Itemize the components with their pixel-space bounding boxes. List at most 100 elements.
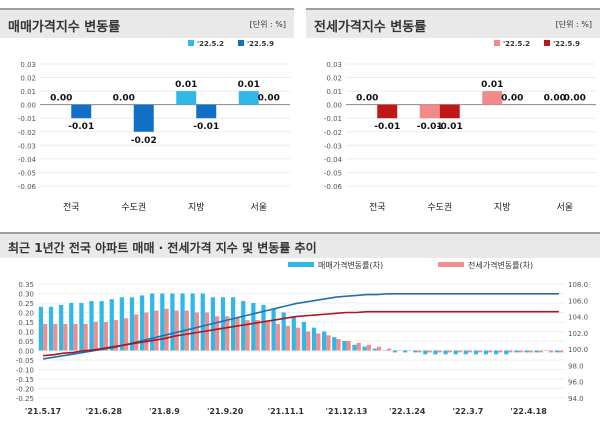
bar xyxy=(103,322,108,351)
bar xyxy=(514,350,519,353)
bar xyxy=(311,327,317,351)
bar xyxy=(255,320,260,351)
bar xyxy=(48,306,54,351)
bar xyxy=(164,308,169,351)
y-left-tick-label: 0.25 xyxy=(18,300,34,308)
legend-swatch xyxy=(494,40,500,46)
y-tick-label: 0.03 xyxy=(326,61,342,69)
bar xyxy=(478,350,483,353)
bar xyxy=(235,318,240,351)
bar xyxy=(372,348,377,351)
bar xyxy=(392,350,398,353)
y-left-tick-label: 0.30 xyxy=(18,291,34,299)
y-left-tick-label: 0.15 xyxy=(18,319,34,327)
y-tick-label: -0.03 xyxy=(324,142,342,150)
category-label: 지방 xyxy=(494,202,511,213)
x-tick-label: '21.11.1 xyxy=(268,407,305,416)
data-label: -0.02 xyxy=(131,136,157,146)
bar xyxy=(93,322,98,351)
data-label: 0.00 xyxy=(564,94,586,104)
bar xyxy=(439,104,460,119)
bar xyxy=(453,350,458,355)
panel-title-jeonse: 전세가격지수 변동률 [단위 : %] xyxy=(306,8,600,38)
bar xyxy=(326,335,331,351)
category-label: 서울 xyxy=(556,202,573,213)
bar xyxy=(265,322,270,351)
section-title-text: 최근 1년간 전국 아파트 매매 · 전세가격 지수 및 변동률 추이 xyxy=(8,241,317,255)
bar xyxy=(53,323,58,351)
bar xyxy=(129,297,135,351)
y-tick-label: -0.02 xyxy=(18,129,36,137)
data-label: 0.00 xyxy=(501,94,523,104)
y-right-tick-label: 98.0 xyxy=(568,362,584,370)
bar xyxy=(261,304,266,351)
y-left-tick-label: -0.05 xyxy=(16,357,34,365)
bar xyxy=(463,350,468,355)
bar xyxy=(427,350,432,353)
bar xyxy=(558,350,564,353)
y-right-tick-label: 96.0 xyxy=(568,379,584,387)
bar xyxy=(366,344,371,351)
bar xyxy=(356,342,361,351)
bar xyxy=(190,293,195,351)
bar xyxy=(133,104,154,132)
data-label: -0.01 xyxy=(437,122,463,132)
category-label: 전국 xyxy=(63,202,80,213)
bar xyxy=(281,312,286,351)
category-label: 전국 xyxy=(369,202,386,213)
bar xyxy=(113,320,119,351)
category-label: 지방 xyxy=(188,202,205,213)
data-label: 0.00 xyxy=(50,94,72,104)
bar xyxy=(71,104,92,119)
bar xyxy=(402,350,408,353)
legend-swatch xyxy=(438,262,464,267)
bar xyxy=(150,293,155,351)
y-right-tick-label: 94.0 xyxy=(568,395,584,403)
bar xyxy=(69,303,74,351)
data-label: 0.00 xyxy=(258,94,280,104)
bar xyxy=(194,312,200,351)
bar xyxy=(447,350,452,353)
legend-label: '22.5.2 xyxy=(503,40,530,48)
bar xyxy=(176,91,197,105)
bar xyxy=(316,333,321,351)
y-tick-label: 0.00 xyxy=(20,102,36,110)
bar xyxy=(174,310,179,351)
bar xyxy=(144,312,149,351)
y-tick-label: -0.04 xyxy=(18,156,37,164)
x-tick-label: '22.1.24 xyxy=(389,407,426,416)
unit-label: [단위 : %] xyxy=(555,20,592,29)
y-tick-label: -0.04 xyxy=(324,156,343,164)
bar xyxy=(275,323,280,351)
y-tick-label: -0.02 xyxy=(324,129,342,137)
y-left-tick-label: -0.10 xyxy=(16,367,34,375)
bar xyxy=(123,318,129,351)
y-left-tick-label: 0.05 xyxy=(18,338,34,346)
category-label: 수도권 xyxy=(427,201,452,213)
data-label: 0.01 xyxy=(175,80,197,90)
y-tick-label: -0.05 xyxy=(18,169,36,177)
y-tick-label: -0.05 xyxy=(324,169,342,177)
y-right-tick-label: 100.0 xyxy=(568,346,588,354)
bar xyxy=(524,350,529,353)
bar xyxy=(488,350,493,353)
bar xyxy=(419,104,440,119)
bar xyxy=(89,301,94,351)
y-right-tick-label: 106.0 xyxy=(568,297,588,305)
bar xyxy=(238,91,259,105)
bar xyxy=(134,314,139,351)
legend-swatch xyxy=(188,40,194,46)
panel-title-text: 매매가격지수 변동률 xyxy=(8,20,121,35)
bar xyxy=(154,310,159,351)
bar xyxy=(433,350,438,355)
x-tick-label: '21.12.13 xyxy=(326,407,368,416)
bar xyxy=(376,346,382,351)
y-left-tick-label: 0.00 xyxy=(18,348,34,356)
bar xyxy=(63,323,68,351)
bar xyxy=(482,91,503,105)
bar xyxy=(73,323,78,351)
bar xyxy=(498,350,503,353)
y-tick-label: 0.02 xyxy=(326,75,342,83)
data-label: -0.01 xyxy=(374,122,400,132)
bar xyxy=(301,322,307,351)
